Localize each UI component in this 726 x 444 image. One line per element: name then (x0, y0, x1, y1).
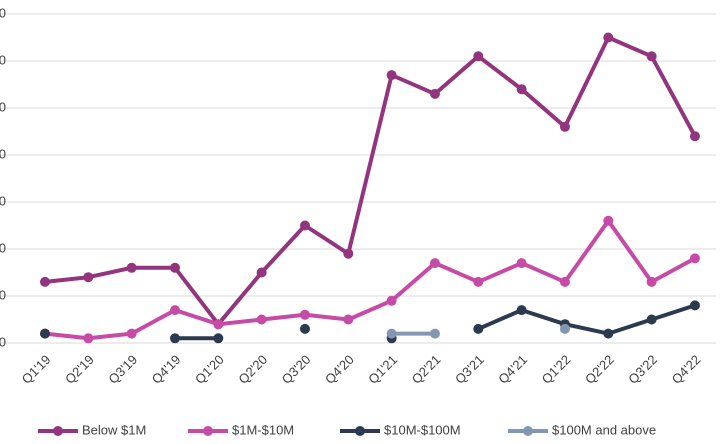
x-tick-label: Q2'22 (582, 352, 617, 387)
point (126, 328, 137, 339)
y-tick-label: 70 (0, 5, 6, 20)
point (473, 51, 484, 62)
x-tick-label: Q4'22 (669, 352, 704, 387)
x-tick-label: Q4'21 (495, 352, 530, 387)
point (169, 333, 180, 344)
point (299, 309, 310, 320)
point (40, 276, 50, 287)
x-tick-label: Q1'19 (19, 352, 54, 387)
point (603, 215, 614, 226)
y-tick-label: 50 (0, 99, 6, 114)
point (83, 333, 94, 344)
point (169, 262, 180, 273)
x-tick-label: Q3'19 (105, 352, 140, 387)
point (429, 328, 440, 339)
point (386, 328, 397, 339)
legend-label: $1M-$10M (232, 422, 294, 437)
point (386, 70, 397, 81)
point (689, 300, 700, 311)
legend-label: Below $1M (82, 422, 146, 437)
point (83, 272, 94, 283)
point (386, 295, 397, 306)
point (343, 248, 354, 259)
point (343, 314, 354, 325)
x-tick-label: Q1'20 (192, 352, 227, 387)
series-line (44, 218, 696, 341)
x-tick-label: Q3'22 (625, 352, 660, 387)
y-tick-label: 0 (0, 334, 6, 349)
x-tick-label: Q2'20 (235, 352, 270, 387)
point (516, 305, 527, 316)
x-tick-label: Q1'21 (365, 352, 400, 387)
point (559, 276, 570, 287)
x-tick-label: Q4'20 (322, 352, 357, 387)
point (429, 88, 440, 99)
point (689, 253, 700, 264)
x-tick-label: Q2'21 (409, 352, 444, 387)
point (559, 121, 570, 132)
y-tick-label: 10 (0, 287, 6, 302)
x-tick-label: Q1'22 (539, 352, 574, 387)
y-tick-label: 30 (0, 193, 6, 208)
point (126, 262, 137, 273)
y-tick-label: 60 (0, 52, 6, 67)
legend-label: $100M and above (552, 422, 656, 437)
point (689, 131, 700, 142)
series-line (44, 35, 697, 327)
point (516, 84, 527, 95)
point (40, 328, 50, 339)
legend-marker (355, 426, 365, 436)
y-tick-label: 40 (0, 146, 6, 161)
point (603, 32, 614, 43)
point (473, 276, 484, 287)
point (213, 319, 224, 330)
point (646, 276, 657, 287)
x-tick-label: Q3'21 (452, 352, 487, 387)
point (646, 51, 657, 62)
point (603, 328, 614, 339)
point (299, 323, 310, 334)
point (169, 305, 180, 316)
legend-marker (53, 426, 63, 436)
point (256, 267, 267, 278)
legend-label: $10M-$100M (384, 422, 461, 437)
y-tick-label: 20 (0, 240, 6, 255)
point (429, 258, 440, 269)
x-tick-label: Q3'20 (279, 352, 314, 387)
point (646, 314, 657, 325)
legend-marker (523, 426, 533, 436)
x-tick-label: Q2'19 (62, 352, 97, 387)
point (559, 323, 570, 334)
legend-marker (203, 426, 213, 436)
point (516, 258, 527, 269)
point (256, 314, 267, 325)
point (213, 333, 224, 344)
point (299, 220, 310, 231)
x-tick-label: Q4'19 (149, 352, 184, 387)
series-line (174, 303, 696, 341)
point (473, 323, 484, 334)
